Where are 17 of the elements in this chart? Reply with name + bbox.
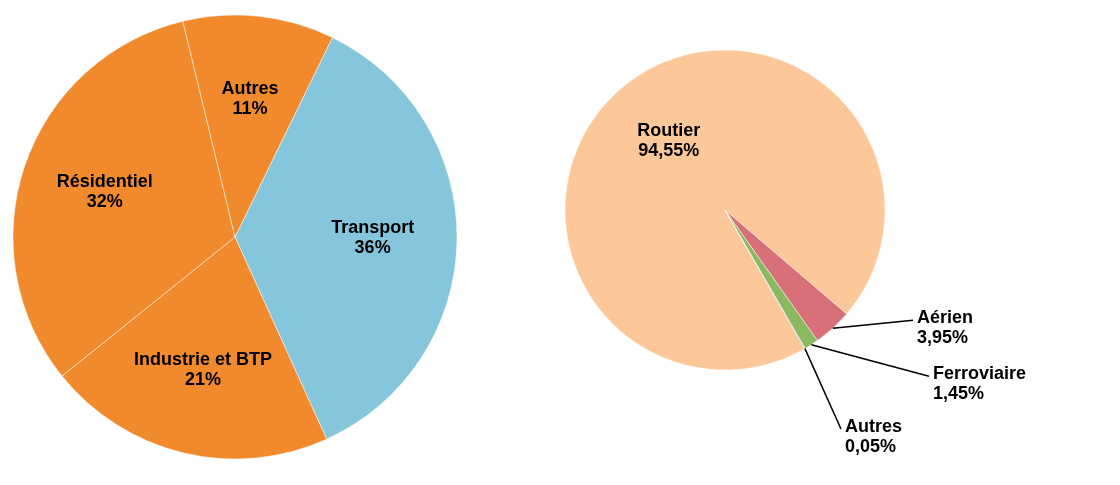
- data-label: 3,95%: [917, 327, 969, 348]
- slice-label: Industrie et BTP: [134, 348, 273, 369]
- slice-label: Ferroviaire: [933, 363, 1027, 384]
- slice-label: Transport: [331, 216, 415, 237]
- slice-label: Aérien: [917, 307, 974, 328]
- slice-label: Autres: [221, 78, 279, 99]
- data-label: 0,05%: [845, 436, 897, 456]
- slice-label: Routier: [637, 120, 701, 141]
- data-label: 21%: [185, 368, 222, 389]
- data-label: 1,45%: [933, 383, 985, 404]
- data-label: 94,55%: [638, 140, 700, 161]
- data-label: 11%: [232, 98, 268, 119]
- pie-slice: [564, 49, 885, 371]
- data-label: 32%: [86, 190, 123, 211]
- data-label: 36%: [354, 236, 391, 257]
- slice-label: Autres: [845, 416, 903, 436]
- slice-label: Résidentiel: [56, 170, 153, 191]
